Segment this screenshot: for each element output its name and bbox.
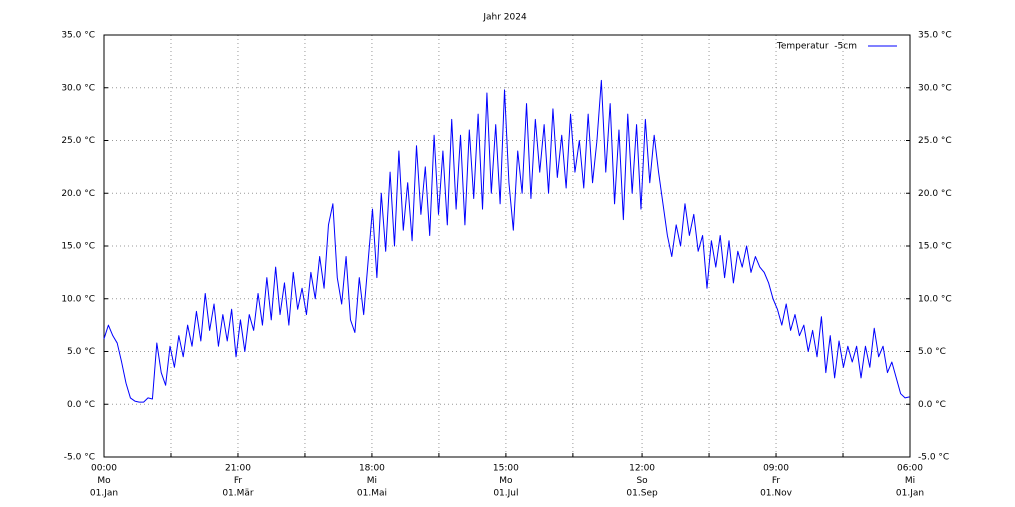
x-tick-label: So (636, 476, 648, 486)
x-tick-label: 21:00 (225, 464, 251, 474)
legend-label: Temperatur -5cm (776, 42, 857, 52)
y2-tick-label: 35.0 °C (918, 31, 952, 41)
x-tick-label: 18:00 (359, 464, 385, 474)
y-tick-label: 5.0 °C (67, 347, 95, 357)
x-tick-label: 12:00 (629, 464, 655, 474)
data-line (103, 79, 910, 403)
x-tick-label: 01.Jan (90, 489, 118, 499)
y-tick-label: 10.0 °C (61, 294, 95, 304)
y-tick-label: 20.0 °C (61, 189, 95, 199)
y-tick-label: 25.0 °C (61, 136, 95, 146)
x-tick-label: Mo (499, 476, 513, 486)
x-tick-label: 01.Mai (357, 489, 387, 499)
y-tick-label: 30.0 °C (61, 83, 95, 93)
y2-tick-label: 25.0 °C (918, 136, 952, 146)
y2-tick-label: 15.0 °C (918, 242, 952, 252)
x-tick-label: 00:00 (91, 464, 117, 474)
y2-tick-label: 20.0 °C (918, 189, 952, 199)
x-tick-label: 01.Mär (222, 489, 254, 499)
y2-tick-label: 30.0 °C (918, 83, 952, 93)
x-tick-label: Mi (367, 476, 377, 486)
y2-tick-label: 10.0 °C (918, 294, 952, 304)
x-tick-label: 01.Jul (493, 489, 518, 499)
x-tick-label: 01.Jan (896, 489, 924, 499)
x-tick-label: Mo (97, 476, 111, 486)
y-tick-label: 0.0 °C (67, 400, 95, 410)
y-tick-label: 15.0 °C (61, 242, 95, 252)
x-tick-label: Mi (905, 476, 915, 486)
x-tick-label: 06:00 (897, 464, 923, 474)
y-tick-label: 35.0 °C (61, 31, 95, 41)
x-tick-label: 01.Sep (626, 489, 658, 499)
plot-frame (103, 34, 911, 458)
x-tick-label: Fr (772, 476, 781, 486)
x-tick-label: 01.Nov (760, 489, 793, 499)
x-tick-label: 15:00 (493, 464, 519, 474)
x-tick-label: Fr (234, 476, 243, 486)
x-tick-label: 09:00 (763, 464, 789, 474)
y2-tick-label: 5.0 °C (918, 347, 946, 357)
y2-tick-label: 0.0 °C (918, 400, 946, 410)
y2-tick-label: -5.0 °C (918, 453, 949, 463)
chart-title: Jahr 2024 (482, 13, 527, 23)
y-tick-label: -5.0 °C (64, 453, 95, 463)
